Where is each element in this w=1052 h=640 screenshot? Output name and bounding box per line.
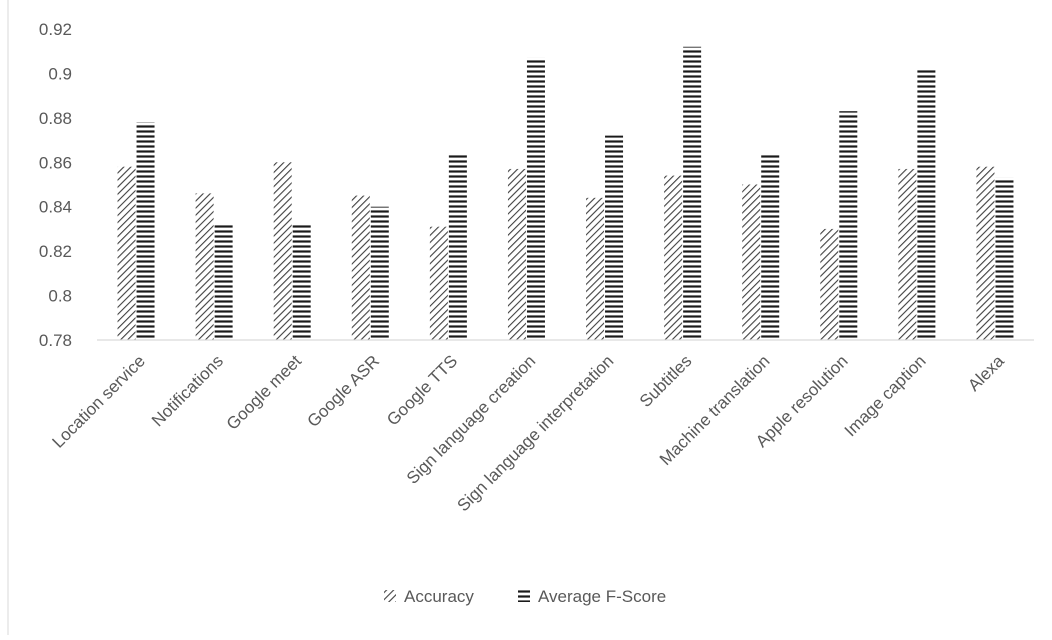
bar-accuracy bbox=[195, 193, 214, 340]
bar-accuracy bbox=[664, 175, 683, 340]
x-tick-label: Notifications bbox=[148, 351, 227, 430]
y-tick-label: 0.9 bbox=[48, 64, 72, 83]
y-tick-label: 0.78 bbox=[39, 331, 72, 350]
bar-average-f-score bbox=[995, 177, 1014, 340]
legend-swatch-accuracy bbox=[384, 590, 396, 602]
legend-label-accuracy: Accuracy bbox=[404, 587, 474, 606]
bar-accuracy bbox=[976, 166, 995, 340]
bar-average-f-score bbox=[448, 153, 467, 340]
x-tick-label: Google TTS bbox=[383, 351, 461, 429]
x-tick-label: Sign language creation bbox=[403, 351, 539, 487]
bars bbox=[117, 46, 1014, 341]
bar-accuracy bbox=[351, 195, 370, 340]
legend-swatch-average-f-score bbox=[518, 590, 530, 602]
bar-average-f-score bbox=[605, 135, 624, 340]
legend-label-average-f-score: Average F-Score bbox=[538, 587, 666, 606]
bar-accuracy bbox=[820, 228, 839, 340]
bar-accuracy bbox=[273, 162, 292, 340]
bar-accuracy bbox=[898, 168, 917, 340]
bar-accuracy bbox=[586, 197, 605, 340]
bar-average-f-score bbox=[214, 224, 233, 340]
bar-average-f-score bbox=[292, 224, 311, 340]
x-tick-label: Google ASR bbox=[304, 351, 384, 431]
y-tick-label: 0.8 bbox=[48, 287, 72, 306]
bar-average-f-score bbox=[839, 111, 858, 340]
y-tick-label: 0.84 bbox=[39, 198, 72, 217]
x-tick-label: Image caption bbox=[841, 351, 930, 440]
x-tick-label: Sign language interpretation bbox=[454, 351, 618, 515]
bar-accuracy bbox=[507, 168, 526, 340]
bar-accuracy bbox=[742, 184, 761, 340]
bar-average-f-score bbox=[526, 57, 545, 340]
y-tick-label: 0.92 bbox=[39, 20, 72, 39]
y-tick-label: 0.82 bbox=[39, 242, 72, 261]
bar-average-f-score bbox=[917, 68, 936, 340]
x-tick-label: Location service bbox=[49, 351, 149, 451]
y-tick-label: 0.86 bbox=[39, 153, 72, 172]
bar-average-f-score bbox=[761, 153, 780, 340]
bar-accuracy bbox=[117, 166, 136, 340]
legend: Accuracy Average F-Score bbox=[384, 587, 666, 606]
bar-average-f-score bbox=[136, 122, 155, 340]
bar-average-f-score bbox=[370, 206, 389, 340]
y-tick-label: 0.88 bbox=[39, 109, 72, 128]
x-tick-label: Google meet bbox=[223, 351, 305, 433]
y-axis-ticks: 0.78 0.8 0.82 0.84 0.86 0.88 0.9 0.92 bbox=[39, 20, 72, 350]
x-tick-label: Subtitles bbox=[636, 351, 696, 411]
bar-average-f-score bbox=[683, 46, 702, 341]
x-tick-label: Alexa bbox=[964, 351, 1008, 395]
bar-accuracy bbox=[429, 226, 448, 340]
